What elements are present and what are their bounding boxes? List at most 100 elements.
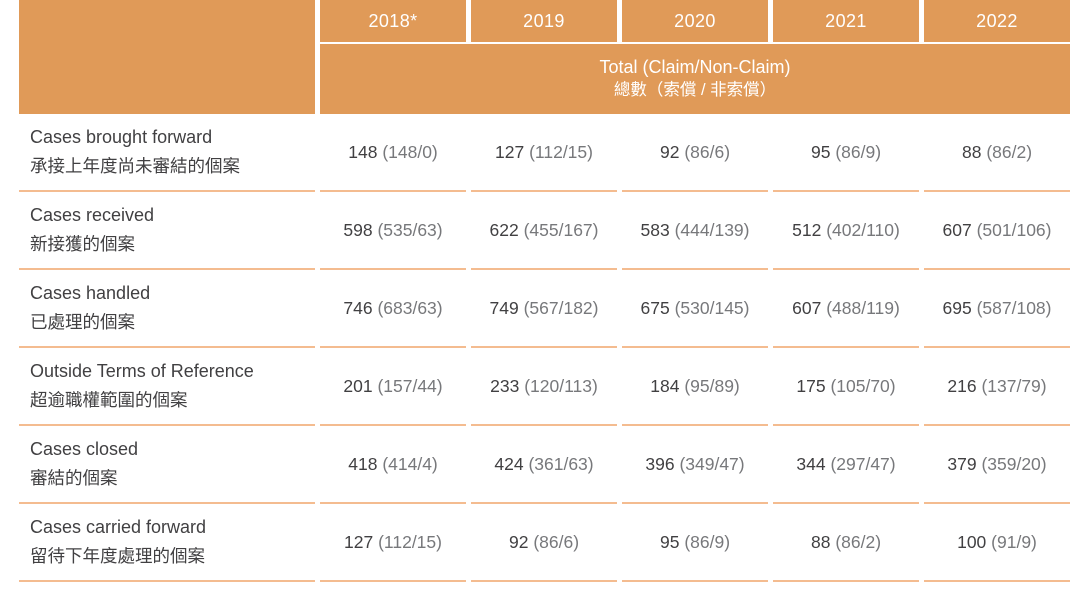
case-statistics-table: 2018* 2019 2020 2021 2022 Total (Claim/N… [14, 0, 1075, 582]
subheader-en: Total (Claim/Non-Claim) [599, 56, 791, 77]
value-total: 607 [792, 297, 822, 318]
value-cell: 583 (444/139) [622, 192, 768, 270]
value-cell: 746 (683/63) [320, 270, 466, 348]
row-label-zh: 已處理的個案 [30, 311, 135, 332]
header-corner-cell [19, 0, 315, 114]
value-total: 201 [343, 375, 373, 396]
value-detail: (530/145) [674, 297, 750, 318]
value-total: 583 [640, 219, 670, 240]
value-total: 396 [645, 453, 675, 474]
value-cell: 175 (105/70) [773, 348, 919, 426]
row-label-zh: 留待下年度處理的個案 [30, 545, 205, 566]
value-cell: 675 (530/145) [622, 270, 768, 348]
value-total: 92 [659, 141, 680, 162]
value-cell: 127 (112/15) [471, 114, 617, 192]
value-total: 92 [508, 531, 529, 552]
value-total: 88 [961, 141, 982, 162]
value-detail: (349/47) [679, 453, 745, 474]
value-total: 175 [796, 375, 826, 396]
row-label-en: Outside Terms of Reference [30, 361, 254, 382]
value-detail: (402/110) [826, 219, 900, 240]
value-detail: (86/2) [986, 141, 1033, 162]
row-label-zh: 審結的個案 [30, 467, 118, 488]
value-detail: (91/9) [991, 531, 1037, 552]
row-label-en: Cases closed [30, 439, 139, 460]
value-cell: 344 (297/47) [773, 426, 919, 504]
value-total: 695 [942, 297, 972, 318]
year-header-2022: 2022 [924, 0, 1070, 44]
value-total: 95 [659, 531, 680, 552]
row-label-zh: 承接上年度尚未審結的個案 [30, 155, 240, 176]
value-total: 148 [348, 141, 378, 162]
row-label-en: Cases received [30, 205, 155, 226]
value-cell: 95 (86/9) [622, 504, 768, 582]
row-label-zh: 超逾職權範圍的個案 [30, 389, 188, 410]
value-detail: (157/44) [377, 375, 443, 396]
value-cell: 201 (157/44) [320, 348, 466, 426]
value-detail: (567/182) [523, 297, 599, 318]
row-label: Cases closed 審結的個案 [19, 426, 315, 504]
value-total: 424 [494, 453, 524, 474]
table-row-cases-received: Cases received 新接獲的個案 598 (535/63) 622 (… [19, 192, 1070, 270]
value-cell: 424 (361/63) [471, 426, 617, 504]
table-row-cases-closed: Cases closed 審結的個案 418 (414/4) 424 (361/… [19, 426, 1070, 504]
value-detail: (361/63) [528, 453, 594, 474]
value-detail: (112/15) [378, 531, 442, 552]
value-detail: (501/106) [976, 219, 1052, 240]
value-total: 622 [489, 219, 519, 240]
value-cell: 216 (137/79) [924, 348, 1070, 426]
value-cell: 418 (414/4) [320, 426, 466, 504]
value-cell: 92 (86/6) [622, 114, 768, 192]
table-row-outside-terms-of-reference: Outside Terms of Reference 超逾職權範圍的個案 201… [19, 348, 1070, 426]
value-cell: 396 (349/47) [622, 426, 768, 504]
value-cell: 598 (535/63) [320, 192, 466, 270]
table-row-cases-carried-forward: Cases carried forward 留待下年度處理的個案 127 (11… [19, 504, 1070, 582]
value-cell: 95 (86/9) [773, 114, 919, 192]
value-detail: (148/0) [382, 141, 438, 162]
year-header-2021: 2021 [773, 0, 919, 44]
value-detail: (105/70) [830, 375, 896, 396]
total-subheader-cell: Total (Claim/Non-Claim) 總數（索償 / 非索償） [320, 44, 1070, 114]
value-detail: (587/108) [976, 297, 1052, 318]
value-total: 607 [942, 219, 972, 240]
value-detail: (95/89) [684, 375, 740, 396]
value-total: 127 [495, 141, 525, 162]
value-cell: 607 (501/106) [924, 192, 1070, 270]
value-total: 95 [810, 141, 831, 162]
row-label: Outside Terms of Reference 超逾職權範圍的個案 [19, 348, 315, 426]
table-body: Cases brought forward 承接上年度尚未審結的個案 148 (… [19, 114, 1070, 582]
subheader-row: Total (Claim/Non-Claim) 總數（索償 / 非索償） [19, 44, 1070, 114]
value-detail: (444/139) [674, 219, 750, 240]
value-detail: (86/9) [684, 531, 731, 552]
value-total: 675 [640, 297, 670, 318]
value-total: 746 [343, 297, 373, 318]
value-detail: (86/6) [533, 531, 580, 552]
table-row-cases-brought-forward: Cases brought forward 承接上年度尚未審結的個案 148 (… [19, 114, 1070, 192]
value-cell: 622 (455/167) [471, 192, 617, 270]
table-header: 2018* 2019 2020 2021 2022 Total (Claim/N… [19, 0, 1070, 114]
value-total: 418 [348, 453, 378, 474]
value-detail: (455/167) [523, 219, 599, 240]
value-cell: 148 (148/0) [320, 114, 466, 192]
row-label: Cases received 新接獲的個案 [19, 192, 315, 270]
value-cell: 233 (120/113) [471, 348, 617, 426]
value-total: 379 [947, 453, 977, 474]
value-detail: (137/79) [981, 375, 1047, 396]
value-detail: (86/9) [835, 141, 882, 162]
value-total: 184 [650, 375, 680, 396]
value-cell: 749 (567/182) [471, 270, 617, 348]
value-total: 100 [957, 531, 987, 552]
subheader-zh: 總數（索償 / 非索償） [613, 81, 777, 100]
value-total: 88 [810, 531, 831, 552]
value-cell: 127 (112/15) [320, 504, 466, 582]
row-label: Cases carried forward 留待下年度處理的個案 [19, 504, 315, 582]
year-header-2018: 2018* [320, 0, 466, 44]
value-cell: 184 (95/89) [622, 348, 768, 426]
row-label-en: Cases brought forward [30, 127, 213, 148]
table-row-cases-handled: Cases handled 已處理的個案 746 (683/63) 749 (5… [19, 270, 1070, 348]
value-cell: 695 (587/108) [924, 270, 1070, 348]
value-detail: (535/63) [377, 219, 443, 240]
value-detail: (359/20) [981, 453, 1047, 474]
year-header-2019: 2019 [471, 0, 617, 44]
value-detail: (112/15) [529, 141, 593, 162]
